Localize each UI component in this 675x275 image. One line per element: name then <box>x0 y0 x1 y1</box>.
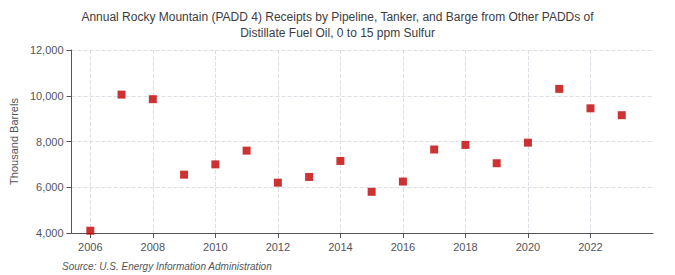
svg-text:2022: 2022 <box>578 241 602 253</box>
svg-text:Source: U.S. Energy Informatio: Source: U.S. Energy Information Administ… <box>62 261 272 272</box>
svg-text:8,000: 8,000 <box>36 136 64 148</box>
svg-text:6,000: 6,000 <box>36 181 64 193</box>
svg-text:2006: 2006 <box>78 241 102 253</box>
svg-text:2010: 2010 <box>203 241 227 253</box>
svg-text:2018: 2018 <box>453 241 477 253</box>
svg-text:Thousand Barrels: Thousand Barrels <box>8 98 20 185</box>
svg-text:12,000: 12,000 <box>30 44 64 56</box>
svg-text:Distillate Fuel Oil, 0 to 15 p: Distillate Fuel Oil, 0 to 15 ppm Sulfur <box>240 26 435 40</box>
svg-text:2014: 2014 <box>328 241 352 253</box>
svg-text:4,000: 4,000 <box>36 227 64 239</box>
svg-text:Annual Rocky Mountain (PADD 4): Annual Rocky Mountain (PADD 4) Receipts … <box>81 10 594 24</box>
svg-text:2008: 2008 <box>141 241 165 253</box>
svg-text:2020: 2020 <box>516 241 540 253</box>
svg-text:10,000: 10,000 <box>30 90 64 102</box>
svg-text:2012: 2012 <box>266 241 290 253</box>
svg-text:2016: 2016 <box>391 241 415 253</box>
